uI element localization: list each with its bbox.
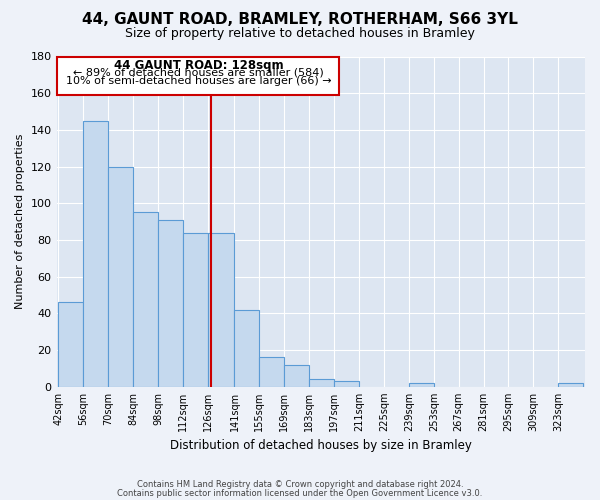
Text: 44, GAUNT ROAD, BRAMLEY, ROTHERHAM, S66 3YL: 44, GAUNT ROAD, BRAMLEY, ROTHERHAM, S66 … [82, 12, 518, 28]
Bar [108, 166, 133, 387]
Text: 10% of semi-detached houses are larger (66) →: 10% of semi-detached houses are larger (… [65, 76, 331, 86]
Y-axis label: Number of detached properties: Number of detached properties [15, 134, 25, 310]
Text: Contains public sector information licensed under the Open Government Licence v3: Contains public sector information licen… [118, 489, 482, 498]
Bar [58, 302, 83, 387]
Bar [259, 358, 284, 387]
X-axis label: Distribution of detached houses by size in Bramley: Distribution of detached houses by size … [170, 440, 472, 452]
Text: 44 GAUNT ROAD: 128sqm: 44 GAUNT ROAD: 128sqm [113, 60, 283, 72]
Bar [284, 365, 309, 387]
Bar [133, 212, 158, 387]
Bar [559, 383, 583, 387]
Text: ← 89% of detached houses are smaller (584): ← 89% of detached houses are smaller (58… [73, 68, 324, 78]
Text: Size of property relative to detached houses in Bramley: Size of property relative to detached ho… [125, 28, 475, 40]
Bar [183, 232, 208, 387]
Bar [208, 232, 235, 387]
Bar [83, 120, 108, 387]
Bar [334, 382, 359, 387]
Bar [309, 380, 334, 387]
Bar [158, 220, 183, 387]
Text: Contains HM Land Registry data © Crown copyright and database right 2024.: Contains HM Land Registry data © Crown c… [137, 480, 463, 489]
Bar [235, 310, 259, 387]
FancyBboxPatch shape [58, 56, 340, 95]
Bar [409, 383, 434, 387]
